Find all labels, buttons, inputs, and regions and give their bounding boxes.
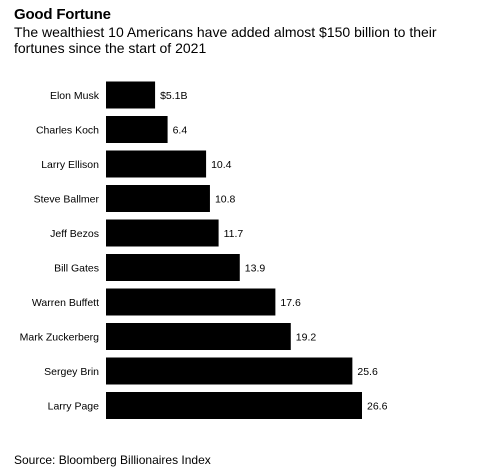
- value-label-charles-koch: 6.4: [173, 125, 188, 137]
- bar-warren-buffett: [106, 288, 276, 316]
- category-label-elon-musk: Elon Musk: [50, 90, 100, 102]
- bar-charles-koch: [106, 116, 168, 143]
- bar-bill-gates: [106, 254, 240, 281]
- bar-jeff-bezos: [106, 219, 219, 247]
- value-label-jeff-bezos: 11.7: [224, 228, 244, 240]
- bar-steve-ballmer: [106, 185, 210, 212]
- category-label-bill-gates: Bill Gates: [54, 263, 99, 275]
- value-label-bill-gates: 13.9: [245, 263, 266, 275]
- value-label-elon-musk: $5.1B: [160, 90, 187, 102]
- category-label-jeff-bezos: Jeff Bezos: [50, 228, 99, 240]
- value-label-sergey-brin: 25.6: [357, 366, 378, 378]
- chart-title: Good Fortune: [14, 6, 111, 23]
- bar-elon-musk: [106, 81, 156, 109]
- category-label-warren-buffett: Warren Buffett: [32, 297, 99, 309]
- category-label-mark-zuckerberg: Mark Zuckerberg: [20, 332, 100, 344]
- category-label-charles-koch: Charles Koch: [36, 125, 99, 137]
- category-label-sergey-brin: Sergey Brin: [44, 366, 99, 378]
- value-label-warren-buffett: 17.6: [280, 297, 301, 309]
- value-label-larry-ellison: 10.4: [211, 159, 232, 171]
- bar-sergey-brin: [106, 357, 353, 385]
- source-note: Source: Bloomberg Billionaires Index: [14, 453, 211, 467]
- category-label-larry-page: Larry Page: [48, 401, 100, 413]
- chart-subtitle: The wealthiest 10 Americans have added a…: [14, 24, 437, 56]
- value-label-steve-ballmer: 10.8: [215, 194, 236, 206]
- value-label-mark-zuckerberg: 19.2: [296, 332, 317, 344]
- value-label-larry-page: 26.6: [367, 401, 388, 413]
- bar-mark-zuckerberg: [106, 323, 291, 350]
- category-label-steve-ballmer: Steve Ballmer: [34, 194, 100, 206]
- bar-larry-ellison: [106, 150, 207, 178]
- category-label-larry-ellison: Larry Ellison: [41, 159, 99, 171]
- bar-larry-page: [106, 392, 362, 419]
